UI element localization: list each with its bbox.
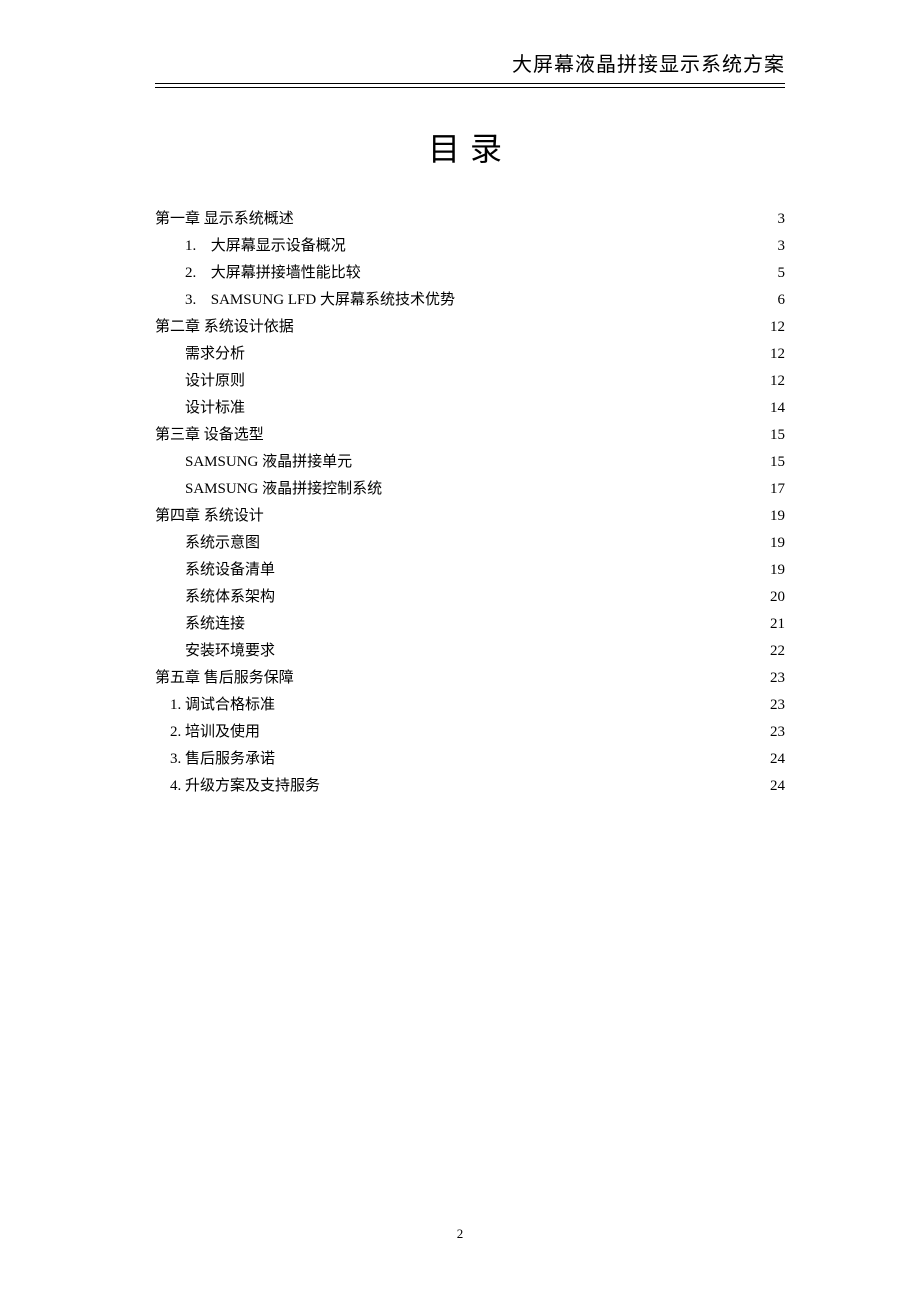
toc-entry-ch1-2: 2. 大屏幕拼接墙性能比较 5 bbox=[155, 260, 785, 287]
toc-text: 升级方案及支持服务 bbox=[185, 778, 320, 794]
toc-label: 2. 培训及使用 bbox=[170, 719, 260, 746]
toc-label: 系统设备清单 bbox=[185, 557, 275, 584]
toc-label: 第三章 设备选型 bbox=[155, 422, 264, 449]
toc-page: 24 bbox=[770, 773, 785, 800]
toc-label: 3. SAMSUNG LFD 大屏幕系统技术优势 bbox=[185, 287, 455, 314]
toc-page: 15 bbox=[770, 422, 785, 449]
toc-label: 设计原则 bbox=[185, 368, 245, 395]
toc-label: 3. 售后服务承诺 bbox=[170, 746, 275, 773]
toc-entry-ch5-3: 3. 售后服务承诺 24 bbox=[155, 746, 785, 773]
toc-page: 12 bbox=[770, 341, 785, 368]
toc-entry-ch5-1: 1. 调试合格标准 23 bbox=[155, 692, 785, 719]
toc-entry-ch2: 第二章 系统设计依据 12 bbox=[155, 314, 785, 341]
toc-num: 1. bbox=[170, 697, 185, 713]
toc-num: 4. bbox=[170, 778, 185, 794]
toc-text-en: SAMSUNG LFD bbox=[211, 292, 320, 308]
page-number: 2 bbox=[0, 1226, 920, 1242]
toc-entry-ch3-1: SAMSUNG 液晶拼接单元 15 bbox=[155, 449, 785, 476]
toc-page: 24 bbox=[770, 746, 785, 773]
toc-page: 22 bbox=[770, 638, 785, 665]
toc-entry-ch4-3: 系统体系架构 20 bbox=[155, 584, 785, 611]
toc-text: 大屏幕显示设备概况 bbox=[211, 238, 346, 254]
toc-label: 第二章 系统设计依据 bbox=[155, 314, 294, 341]
toc-label: 设计标准 bbox=[185, 395, 245, 422]
toc-page: 5 bbox=[778, 260, 786, 287]
toc-entry-ch4: 第四章 系统设计 19 bbox=[155, 503, 785, 530]
toc-label: 第一章 显示系统概述 bbox=[155, 206, 294, 233]
toc-text-cn: 大屏幕系统技术优势 bbox=[320, 292, 455, 308]
toc-text-cn: 液晶拼接控制系统 bbox=[262, 481, 382, 497]
toc-page: 19 bbox=[770, 557, 785, 584]
header-underline-thin bbox=[155, 87, 785, 88]
toc-page: 6 bbox=[778, 287, 786, 314]
toc-text: 调试合格标准 bbox=[185, 697, 275, 713]
toc-text-en: SAMSUNG bbox=[185, 454, 262, 470]
toc-label: 4. 升级方案及支持服务 bbox=[170, 773, 320, 800]
toc-label: 需求分析 bbox=[185, 341, 245, 368]
toc-text: 培训及使用 bbox=[185, 724, 260, 740]
toc-entry-ch1-3: 3. SAMSUNG LFD 大屏幕系统技术优势 6 bbox=[155, 287, 785, 314]
toc-text: 大屏幕拼接墙性能比较 bbox=[211, 265, 361, 281]
toc-label: SAMSUNG 液晶拼接单元 bbox=[185, 449, 352, 476]
table-of-contents: 第一章 显示系统概述 3 1. 大屏幕显示设备概况 3 2. 大屏幕拼接墙性能比… bbox=[155, 206, 785, 800]
toc-label: 安装环境要求 bbox=[185, 638, 275, 665]
toc-entry-ch4-4: 系统连接 21 bbox=[155, 611, 785, 638]
toc-num: 2. bbox=[185, 260, 207, 287]
toc-entry-ch5-4: 4. 升级方案及支持服务 24 bbox=[155, 773, 785, 800]
toc-entry-ch4-2: 系统设备清单 19 bbox=[155, 557, 785, 584]
toc-entry-ch3-2: SAMSUNG 液晶拼接控制系统 17 bbox=[155, 476, 785, 503]
toc-page: 17 bbox=[770, 476, 785, 503]
toc-entry-ch2-1: 需求分析 12 bbox=[155, 341, 785, 368]
toc-page: 12 bbox=[770, 368, 785, 395]
toc-num: 3. bbox=[170, 751, 185, 767]
toc-entry-ch1: 第一章 显示系统概述 3 bbox=[155, 206, 785, 233]
toc-label: 2. 大屏幕拼接墙性能比较 bbox=[185, 260, 361, 287]
toc-entry-ch5-2: 2. 培训及使用 23 bbox=[155, 719, 785, 746]
toc-label: 系统连接 bbox=[185, 611, 245, 638]
header-underline-thick bbox=[155, 83, 785, 84]
toc-text-cn: 液晶拼接单元 bbox=[262, 454, 352, 470]
toc-entry-ch4-5: 安装环境要求 22 bbox=[155, 638, 785, 665]
toc-label: 1. 调试合格标准 bbox=[170, 692, 275, 719]
toc-page: 23 bbox=[770, 719, 785, 746]
toc-page: 12 bbox=[770, 314, 785, 341]
toc-entry-ch1-1: 1. 大屏幕显示设备概况 3 bbox=[155, 233, 785, 260]
toc-entry-ch4-1: 系统示意图 19 bbox=[155, 530, 785, 557]
toc-label: 第五章 售后服务保障 bbox=[155, 665, 294, 692]
toc-page: 19 bbox=[770, 503, 785, 530]
toc-entry-ch2-2: 设计原则 12 bbox=[155, 368, 785, 395]
toc-label: 1. 大屏幕显示设备概况 bbox=[185, 233, 346, 260]
toc-page: 21 bbox=[770, 611, 785, 638]
toc-page: 15 bbox=[770, 449, 785, 476]
toc-page: 23 bbox=[770, 665, 785, 692]
toc-page: 20 bbox=[770, 584, 785, 611]
toc-num: 1. bbox=[185, 233, 207, 260]
toc-entry-ch2-3: 设计标准 14 bbox=[155, 395, 785, 422]
header-title: 大屏幕液晶拼接显示系统方案 bbox=[155, 48, 785, 77]
toc-page: 3 bbox=[778, 233, 786, 260]
document-page: 大屏幕液晶拼接显示系统方案 目录 第一章 显示系统概述 3 1. 大屏幕显示设备… bbox=[0, 0, 920, 800]
toc-page: 19 bbox=[770, 530, 785, 557]
toc-label: 系统示意图 bbox=[185, 530, 260, 557]
toc-text-en: SAMSUNG bbox=[185, 481, 262, 497]
toc-label: 第四章 系统设计 bbox=[155, 503, 264, 530]
toc-label: SAMSUNG 液晶拼接控制系统 bbox=[185, 476, 382, 503]
toc-page: 3 bbox=[778, 206, 786, 233]
toc-title: 目录 bbox=[155, 124, 785, 170]
toc-page: 14 bbox=[770, 395, 785, 422]
toc-entry-ch3: 第三章 设备选型 15 bbox=[155, 422, 785, 449]
toc-num: 2. bbox=[170, 724, 185, 740]
toc-page: 23 bbox=[770, 692, 785, 719]
toc-num: 3. bbox=[185, 287, 207, 314]
toc-label: 系统体系架构 bbox=[185, 584, 275, 611]
toc-text: 售后服务承诺 bbox=[185, 751, 275, 767]
toc-entry-ch5: 第五章 售后服务保障 23 bbox=[155, 665, 785, 692]
